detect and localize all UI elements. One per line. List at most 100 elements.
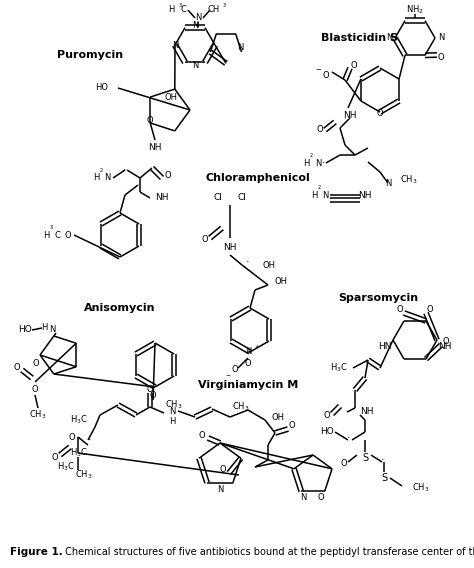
Text: O: O: [64, 231, 71, 240]
Text: H: H: [311, 190, 318, 199]
Text: O: O: [427, 304, 433, 314]
Text: O: O: [199, 431, 205, 440]
Text: CH$_3$: CH$_3$: [165, 399, 182, 411]
Text: O: O: [147, 116, 154, 126]
Text: O: O: [341, 460, 347, 469]
Text: C: C: [54, 231, 60, 240]
Text: $_2$: $_2$: [309, 152, 313, 160]
Text: O: O: [146, 385, 153, 394]
Text: C: C: [180, 6, 186, 15]
Text: ·: ·: [381, 455, 385, 465]
Text: O: O: [323, 70, 329, 80]
Text: Cl: Cl: [214, 194, 222, 203]
Text: $^+$: $^+$: [253, 345, 259, 351]
Text: N: N: [237, 43, 243, 52]
Text: OH: OH: [164, 93, 177, 102]
Text: CH$_3$: CH$_3$: [400, 174, 418, 186]
Text: S: S: [362, 453, 368, 463]
Text: $^-$: $^-$: [314, 67, 322, 77]
Text: O: O: [164, 170, 171, 179]
Text: HN: HN: [378, 342, 392, 351]
Text: $_3$: $_3$: [222, 2, 227, 10]
Text: O: O: [232, 365, 238, 374]
Text: H$_3$C: H$_3$C: [57, 461, 75, 473]
Text: O: O: [289, 421, 295, 431]
Text: N: N: [104, 173, 110, 182]
Text: N: N: [217, 485, 223, 494]
Text: H: H: [169, 6, 175, 15]
Text: N: N: [386, 34, 392, 43]
Text: O: O: [69, 432, 75, 441]
Text: O: O: [219, 465, 226, 474]
Text: O: O: [438, 53, 444, 62]
Text: CH: CH: [208, 6, 220, 15]
Text: NH: NH: [360, 407, 374, 416]
Text: Anisomycin: Anisomycin: [84, 303, 156, 313]
Text: O: O: [245, 358, 251, 367]
Text: N: N: [195, 14, 201, 23]
Text: Sparsomycin: Sparsomycin: [338, 293, 418, 303]
Text: N: N: [192, 61, 198, 69]
Text: O: O: [317, 126, 323, 135]
Text: H: H: [169, 416, 175, 425]
Text: NH: NH: [148, 144, 162, 152]
Text: N: N: [385, 178, 391, 187]
Text: H: H: [304, 158, 310, 168]
Text: O: O: [324, 411, 330, 420]
Text: O: O: [443, 337, 449, 346]
Text: H$_3$C: H$_3$C: [330, 362, 348, 374]
Text: $_2$: $_2$: [99, 166, 103, 175]
Text: O: O: [397, 304, 403, 314]
Text: CH$_3$: CH$_3$: [29, 409, 47, 421]
Text: $_3$: $_3$: [49, 223, 54, 232]
Text: HO: HO: [320, 428, 334, 436]
Text: CH$_3$: CH$_3$: [412, 482, 429, 494]
Text: CH$_3$: CH$_3$: [232, 401, 249, 414]
Text: ·: ·: [123, 165, 127, 175]
Text: $_3$: $_3$: [178, 2, 183, 10]
Text: Figure 1.: Figure 1.: [10, 547, 63, 557]
Text: ·: ·: [246, 257, 250, 267]
Text: H: H: [44, 231, 50, 240]
Text: H$_3$C: H$_3$C: [70, 414, 88, 426]
Text: NH: NH: [223, 244, 237, 253]
Text: Puromycin: Puromycin: [57, 50, 123, 60]
Text: O: O: [377, 108, 383, 118]
Text: O: O: [318, 492, 324, 502]
Text: HO: HO: [18, 325, 32, 335]
Text: O: O: [351, 61, 357, 69]
Text: $_2$: $_2$: [317, 183, 321, 192]
Text: O: O: [150, 391, 156, 400]
Text: OH: OH: [263, 261, 276, 269]
Text: $^-$: $^-$: [224, 371, 232, 381]
Text: ·: ·: [347, 433, 351, 443]
Text: NH: NH: [358, 190, 372, 199]
Text: O: O: [202, 236, 208, 244]
Text: N: N: [172, 40, 178, 49]
Text: N: N: [322, 190, 328, 199]
Text: NH: NH: [343, 111, 357, 119]
Text: H: H: [94, 173, 100, 182]
Text: N: N: [245, 348, 251, 357]
Text: N: N: [300, 492, 306, 502]
Text: HO: HO: [95, 83, 108, 93]
Text: Chloramphenicol: Chloramphenicol: [206, 173, 310, 183]
Text: OH: OH: [275, 278, 288, 286]
Text: Chemical structures of five antibiotics bound at the peptidyl transferase center: Chemical structures of five antibiotics …: [62, 547, 474, 557]
Text: O: O: [52, 453, 58, 461]
Text: Virginiamycin M: Virginiamycin M: [198, 380, 298, 390]
Text: O: O: [33, 358, 39, 367]
Text: N: N: [438, 34, 444, 43]
Text: ·: ·: [322, 158, 326, 168]
Text: N: N: [169, 407, 175, 416]
Text: CH$_3$: CH$_3$: [75, 469, 93, 481]
Text: N: N: [192, 20, 198, 30]
Text: OH: OH: [272, 412, 285, 421]
Text: S: S: [381, 473, 387, 483]
Text: Blasticidin S: Blasticidin S: [321, 33, 399, 43]
Text: Cl: Cl: [237, 194, 246, 203]
Text: NH: NH: [155, 194, 168, 203]
Text: O: O: [32, 386, 38, 395]
Text: N: N: [49, 325, 55, 335]
Text: H$_3$C: H$_3$C: [70, 447, 88, 460]
